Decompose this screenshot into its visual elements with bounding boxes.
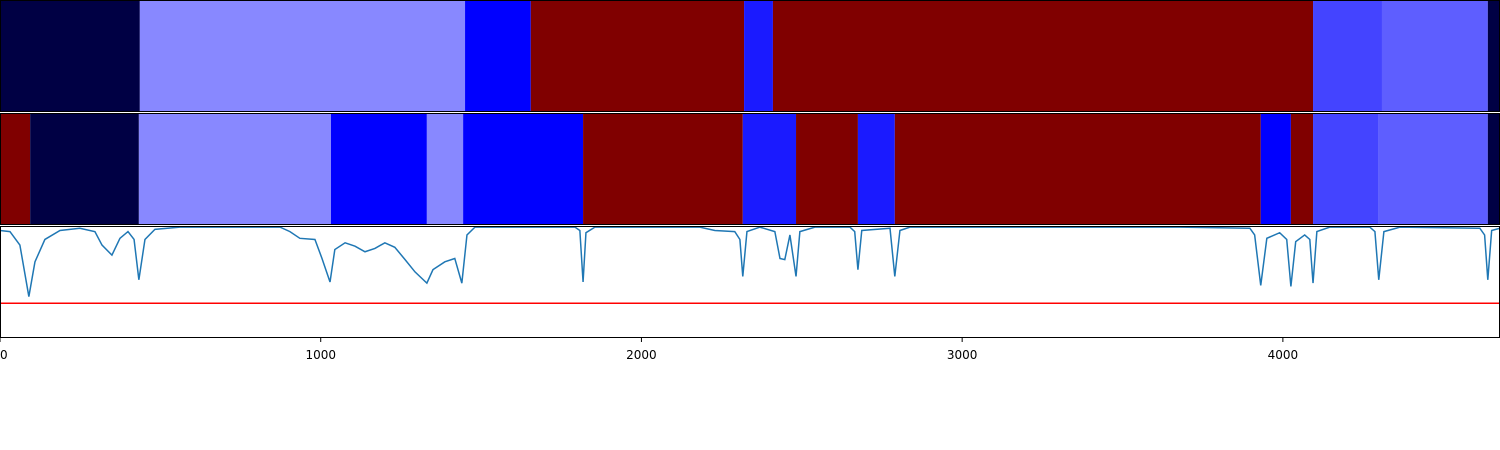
panel-frame bbox=[0, 226, 1500, 338]
segment bbox=[742, 113, 797, 225]
segment bbox=[857, 113, 895, 225]
segment bbox=[139, 0, 466, 112]
segment bbox=[138, 113, 331, 225]
segment bbox=[0, 113, 31, 225]
segment bbox=[0, 0, 140, 112]
segment bbox=[894, 113, 1261, 225]
segment bbox=[530, 0, 745, 112]
x-tick-label: 1000 bbox=[305, 348, 336, 362]
segment bbox=[426, 113, 464, 225]
segment bbox=[1487, 0, 1500, 112]
segment bbox=[772, 0, 1314, 112]
x-tick-label: 3000 bbox=[947, 348, 978, 362]
segment bbox=[796, 113, 858, 225]
segment bbox=[30, 113, 139, 225]
segment bbox=[330, 113, 427, 225]
segment bbox=[744, 0, 773, 112]
segment bbox=[1290, 113, 1314, 225]
segment bbox=[1260, 113, 1291, 225]
segment bbox=[1313, 113, 1379, 225]
x-tick-label: 2000 bbox=[626, 348, 657, 362]
segment bbox=[583, 113, 743, 225]
segment bbox=[1487, 113, 1500, 225]
segment bbox=[463, 113, 584, 225]
x-tick-label: 4000 bbox=[1268, 348, 1299, 362]
segment bbox=[1381, 0, 1488, 112]
segment bbox=[465, 0, 531, 112]
signal-line bbox=[0, 226, 1500, 297]
x-tick-label: 0 bbox=[0, 348, 8, 362]
segment bbox=[1378, 113, 1488, 225]
segment bbox=[1313, 0, 1382, 112]
